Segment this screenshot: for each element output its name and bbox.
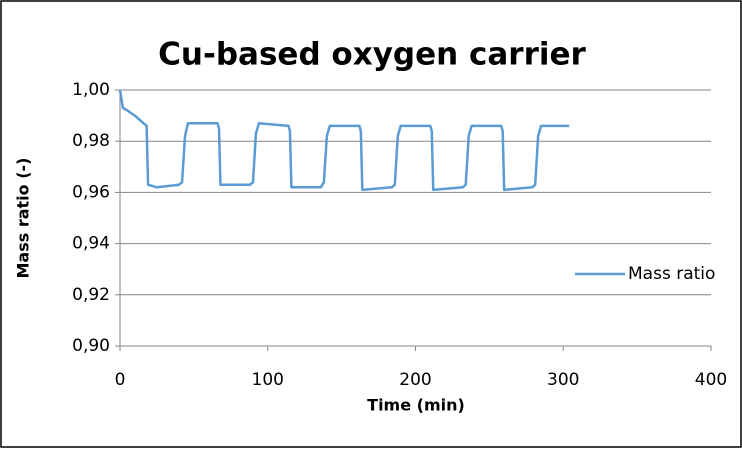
y-tick-label: 0,90: [72, 336, 110, 356]
chart-title: Cu-based oxygen carrier: [158, 37, 586, 73]
x-tick-label: 100: [252, 370, 284, 390]
x-tick-label: 300: [547, 370, 579, 390]
y-tick-label: 0,98: [72, 131, 110, 151]
legend-label: Mass ratio: [628, 264, 715, 284]
data-line: [118, 89, 570, 192]
x-tick-label: 200: [399, 370, 431, 390]
x-tick-label: 400: [695, 370, 727, 390]
y-axis-label: Mass ratio (-): [14, 158, 33, 279]
y-tick-label: 0,94: [72, 234, 110, 254]
y-tick-label: 0,92: [72, 285, 110, 305]
y-tick-label: 1,00: [72, 80, 110, 100]
x-tick-label: 0: [115, 370, 126, 390]
x-axis-label: Time (min): [367, 396, 465, 415]
y-tick-label: 0,96: [72, 182, 110, 202]
